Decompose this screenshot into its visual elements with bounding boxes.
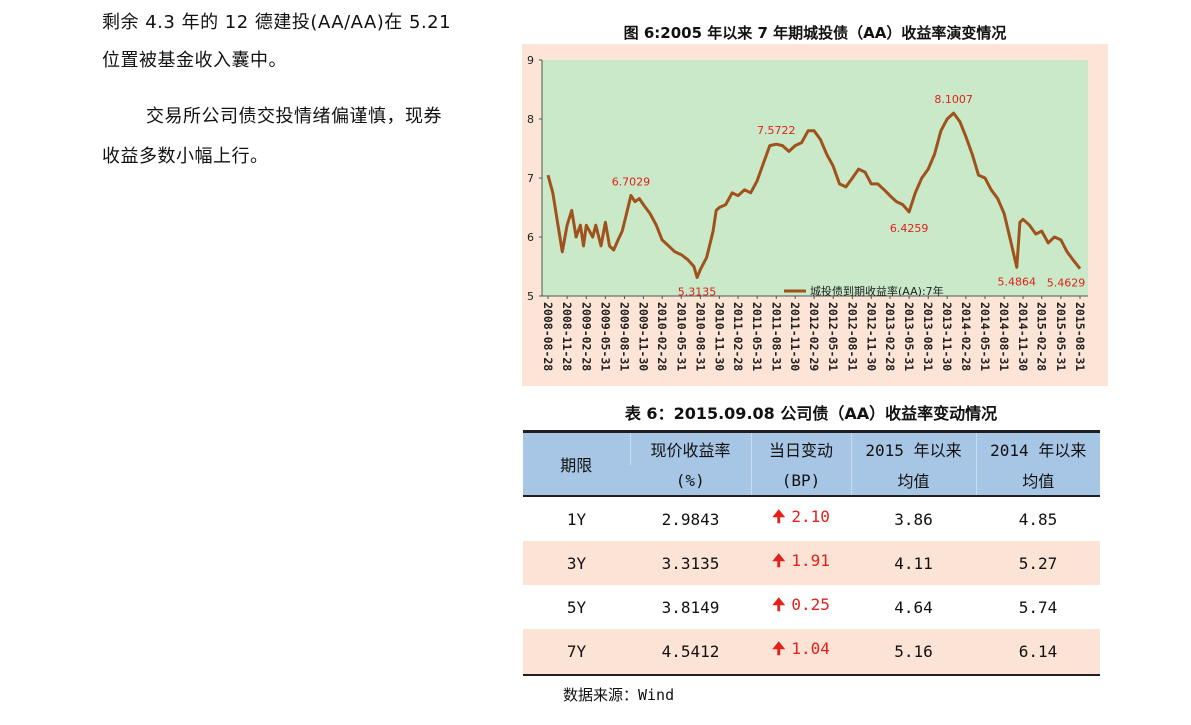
figure-title: 图 6:2005 年以来 7 年期城投债（AA）收益率演变情况	[623, 24, 1007, 42]
cell-period: 3Y	[566, 553, 587, 573]
x-tick-label: 2009-02-28	[579, 302, 593, 371]
cell-avg-2014: 6.14	[976, 629, 1100, 676]
x-tick-label: 2013-11-30	[940, 302, 954, 371]
change-value: 1.04	[791, 639, 830, 658]
header-avg-2014-sub: 均值	[975, 465, 1100, 497]
data-label: 5.4864	[998, 275, 1036, 288]
cell-period: 5Y	[566, 597, 587, 617]
table-row: 5Y 3.8149 🠉 0.25 4.64 5.74	[523, 585, 1100, 629]
up-arrow-icon: 🠉	[772, 550, 786, 570]
x-tick-label: 2013-08-31	[921, 302, 935, 371]
data-label: 7.5722	[757, 124, 796, 137]
x-tick-label: 2008-08-28	[541, 302, 555, 371]
x-tick-label: 2013-05-31	[902, 302, 916, 371]
header-change: 当日变动	[750, 430, 851, 465]
x-tick-label: 2008-11-28	[560, 302, 574, 371]
x-tick-label: 2012-11-30	[864, 302, 878, 371]
cell-avg-2015: 4.11	[894, 553, 933, 573]
x-tick-label: 2015-08-31	[1073, 302, 1087, 371]
y-tick-label: 7	[527, 172, 534, 185]
header-avg-2014: 2014 年以来	[975, 430, 1100, 465]
cell-yield: 3.3135	[661, 553, 720, 573]
table-row: 7Y 4.5412 🠉 1.04 5.16 6.14	[523, 629, 1100, 676]
chart-svg: 5 6 7 8 9 2008-08-28 2008-11-28 2009-02-28 2009-…	[522, 44, 1108, 386]
cell-avg-2014: 5.27	[1018, 553, 1058, 573]
x-tick-label: 2012-05-31	[826, 302, 840, 371]
cell-avg-2014: 5.74	[1018, 597, 1058, 617]
change-value: 1.91	[791, 550, 830, 570]
header-yield: 现价收益率	[629, 430, 751, 465]
up-arrow-icon: 🠉	[772, 639, 786, 658]
table-row: 3Y 3.3135 🠉 1.91 4.11 5.27	[523, 541, 1100, 585]
data-label: 6.7029	[612, 176, 651, 189]
x-tick-label: 2009-08-31	[618, 302, 632, 371]
body-line-4: 收益多数小幅上行。	[102, 146, 269, 167]
plot-area	[542, 60, 1088, 296]
up-arrow-icon: 🠉	[772, 506, 786, 526]
legend-label: 城投债到期收益率(AA):7年	[810, 284, 944, 298]
cell-change: 🠉 0.25	[751, 585, 851, 629]
x-tick-label: 2014-05-31	[978, 302, 992, 371]
y-tick-label: 9	[527, 54, 534, 67]
data-label: 8.1007	[934, 93, 973, 106]
y-tick-label: 8	[527, 113, 534, 126]
data-label: 6.4259	[890, 222, 929, 235]
cell-avg-2015: 5.16	[851, 629, 976, 676]
cell-yield: 3.8149	[661, 597, 720, 617]
change-value: 2.10	[791, 506, 830, 526]
x-tick-label: 2013-02-28	[883, 302, 897, 371]
body-line-3: 交易所公司债交投情绪偏谨慎，现券	[146, 106, 442, 127]
x-tick-label: 2014-11-30	[1016, 302, 1030, 371]
x-tick-label: 2010-11-30	[712, 302, 726, 371]
cell-change: 🠉 1.91	[751, 541, 851, 585]
cell-period: 7Y	[523, 629, 630, 676]
yield-chart: 5 6 7 8 9 2008-08-28 2008-11-28 2009-02-28 2009-…	[522, 44, 1108, 386]
x-tick-label: 2010-08-31	[693, 302, 707, 371]
change-value: 0.25	[791, 594, 830, 614]
x-tick-label: 2014-02-28	[959, 302, 973, 371]
header-avg-2015: 2015 年以来	[850, 430, 976, 465]
body-line-2: 位置被基金收入囊中。	[102, 50, 287, 71]
x-tick-label: 2014-08-31	[997, 302, 1011, 371]
x-tick-label: 2012-08-31	[845, 302, 859, 371]
x-tick-label: 2011-05-31	[750, 302, 764, 371]
x-tick-label: 2009-11-30	[636, 302, 650, 371]
cell-yield: 2.9843	[661, 509, 720, 529]
body-line-1: 剩余 4.3 年的 12 德建投(AA/AA)在 5.21	[102, 12, 452, 33]
x-tick-label: 2011-08-31	[769, 302, 783, 371]
x-tick-label: 2011-02-28	[731, 302, 745, 371]
table-title: 表 6：2015.09.08 公司债（AA）收益率变动情况	[624, 404, 998, 423]
cell-avg-2014: 4.85	[1018, 509, 1058, 529]
header-yield-unit: (%)	[630, 465, 751, 497]
cell-avg-2015: 3.86	[894, 509, 933, 529]
x-tick-label: 2010-02-28	[655, 302, 669, 371]
x-tick-label: 2011-11-30	[788, 302, 802, 371]
header-period: 期限	[523, 430, 630, 497]
series-line	[546, 111, 1082, 279]
x-tick-label: 2012-02-29	[807, 302, 821, 371]
x-tick-label: 2009-05-31	[598, 302, 612, 371]
cell-change: 🠉 1.04	[751, 629, 851, 676]
x-tick-label: 2015-05-31	[1054, 302, 1068, 371]
data-label: 5.4629	[1047, 277, 1086, 290]
up-arrow-icon: 🠉	[772, 594, 786, 614]
y-tick-label: 6	[527, 231, 534, 244]
header-change-unit: (BP)	[750, 465, 851, 497]
y-tick-label: 5	[527, 290, 534, 303]
yield-change-table: 期限 现价收益率 当日变动 2015 年以来 2014 年以来 (%) (BP)…	[523, 430, 1100, 676]
header-avg-2015-sub: 均值	[850, 465, 976, 497]
data-label: 5.3135	[678, 286, 717, 299]
x-tick-label: 2010-05-31	[674, 302, 688, 371]
cell-change: 🠉 2.10	[751, 496, 851, 541]
table-row: 1Y 2.9843 🠉 2.10 3.86 4.85	[523, 496, 1100, 541]
cell-period: 1Y	[566, 509, 587, 529]
data-source: 数据来源：Wind	[563, 686, 675, 704]
cell-yield: 4.5412	[630, 629, 751, 676]
cell-avg-2015: 4.64	[894, 597, 933, 617]
x-tick-label: 2015-02-28	[1035, 302, 1049, 371]
